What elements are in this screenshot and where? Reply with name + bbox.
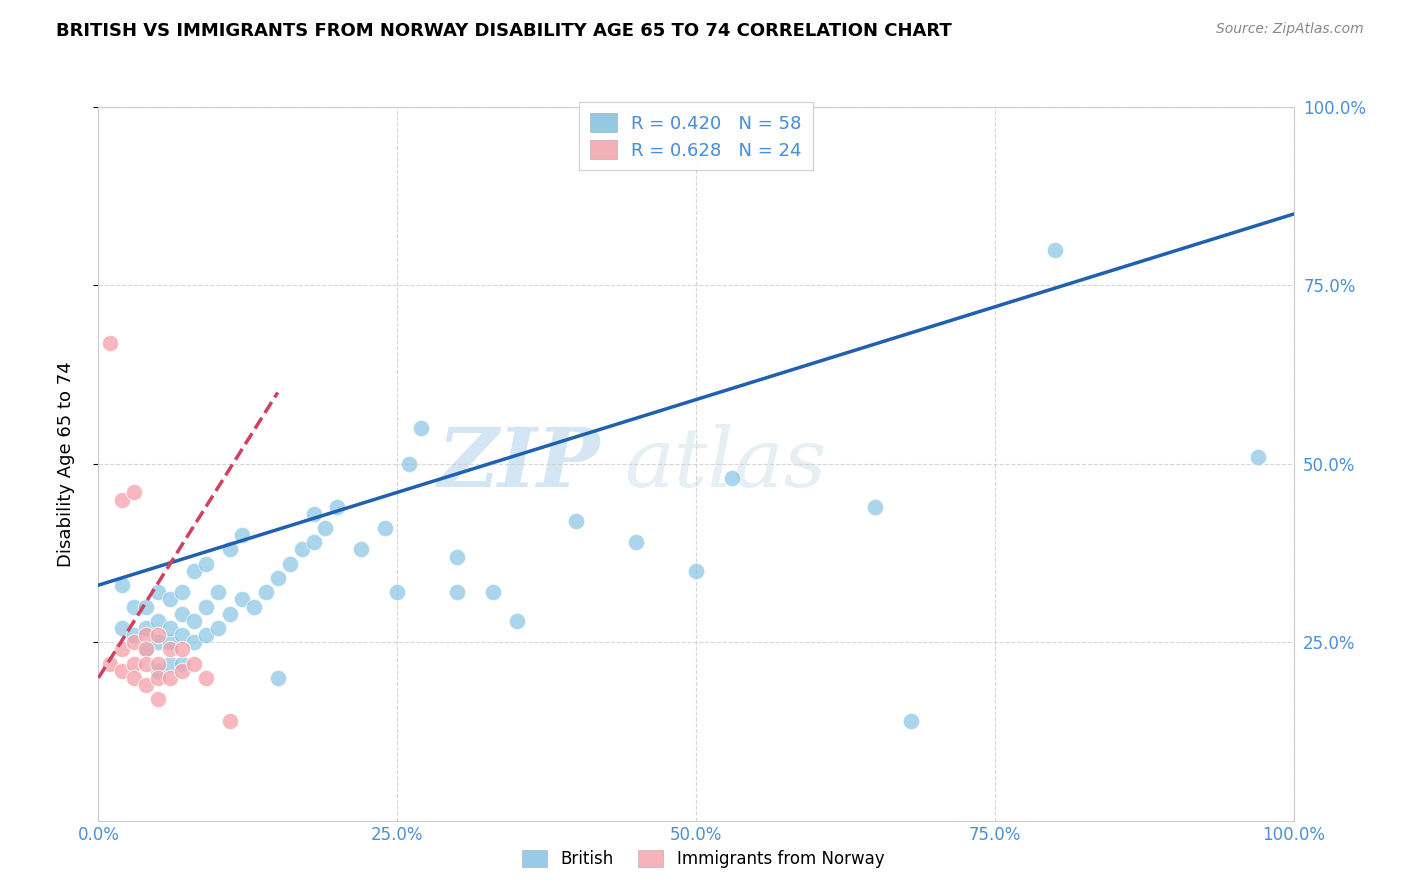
Point [398,457,420,471]
Point [98,657,122,671]
Point [98,335,122,350]
Point [267,671,290,685]
Text: Source: ZipAtlas.com: Source: ZipAtlas.com [1216,22,1364,37]
Point [481,585,505,599]
Point [111,642,134,657]
Point [219,607,242,621]
Point [135,628,157,642]
Point [863,500,887,514]
Point [411,421,433,435]
Point [135,642,157,657]
Point [172,657,194,671]
Point [254,585,277,599]
Point [183,564,205,578]
Point [159,642,181,657]
Point [302,507,325,521]
Point [111,492,134,507]
Text: ZIP: ZIP [437,424,600,504]
Point [183,635,205,649]
Point [148,692,170,706]
Point [446,549,468,564]
Point [172,607,194,621]
Point [159,592,181,607]
Point [565,514,588,528]
Point [315,521,337,535]
Point [231,592,253,607]
Point [111,621,134,635]
Point [124,635,146,649]
Point [194,557,218,571]
Point [148,628,170,642]
Point [291,542,314,557]
Legend: R = 0.420   N = 58, R = 0.628   N = 24: R = 0.420 N = 58, R = 0.628 N = 24 [579,102,813,170]
Point [278,557,301,571]
Point [385,585,409,599]
Point [194,671,218,685]
Point [219,542,242,557]
Point [1246,450,1268,464]
Point [148,635,170,649]
Point [124,628,146,642]
Point [148,614,170,628]
Point [626,535,648,549]
Point [172,642,194,657]
Point [194,628,218,642]
Point [219,714,242,728]
Point [183,614,205,628]
Text: atlas: atlas [624,424,827,504]
Point [302,535,325,549]
Point [506,614,529,628]
Point [326,500,349,514]
Point [148,671,170,685]
Point [721,471,744,485]
Y-axis label: Disability Age 65 to 74: Disability Age 65 to 74 [56,361,75,566]
Text: BRITISH VS IMMIGRANTS FROM NORWAY DISABILITY AGE 65 TO 74 CORRELATION CHART: BRITISH VS IMMIGRANTS FROM NORWAY DISABI… [56,22,952,40]
Point [135,642,157,657]
Point [124,485,146,500]
Point [148,657,170,671]
Point [148,585,170,599]
Point [135,599,157,614]
Point [194,599,218,614]
Point [207,585,229,599]
Point [172,664,194,678]
Point [124,671,146,685]
Point [124,599,146,614]
Point [1043,243,1066,257]
Point [111,664,134,678]
Point [135,657,157,671]
Point [159,635,181,649]
Point [172,585,194,599]
Point [172,628,194,642]
Point [111,578,134,592]
Point [267,571,290,585]
Point [900,714,922,728]
Point [135,621,157,635]
Legend: British, Immigrants from Norway: British, Immigrants from Norway [515,843,891,875]
Point [135,678,157,692]
Point [159,621,181,635]
Point [231,528,253,542]
Point [243,599,266,614]
Point [685,564,707,578]
Point [183,657,205,671]
Point [148,664,170,678]
Point [207,621,229,635]
Point [159,671,181,685]
Point [159,657,181,671]
Point [374,521,396,535]
Point [350,542,373,557]
Point [124,657,146,671]
Point [446,585,468,599]
